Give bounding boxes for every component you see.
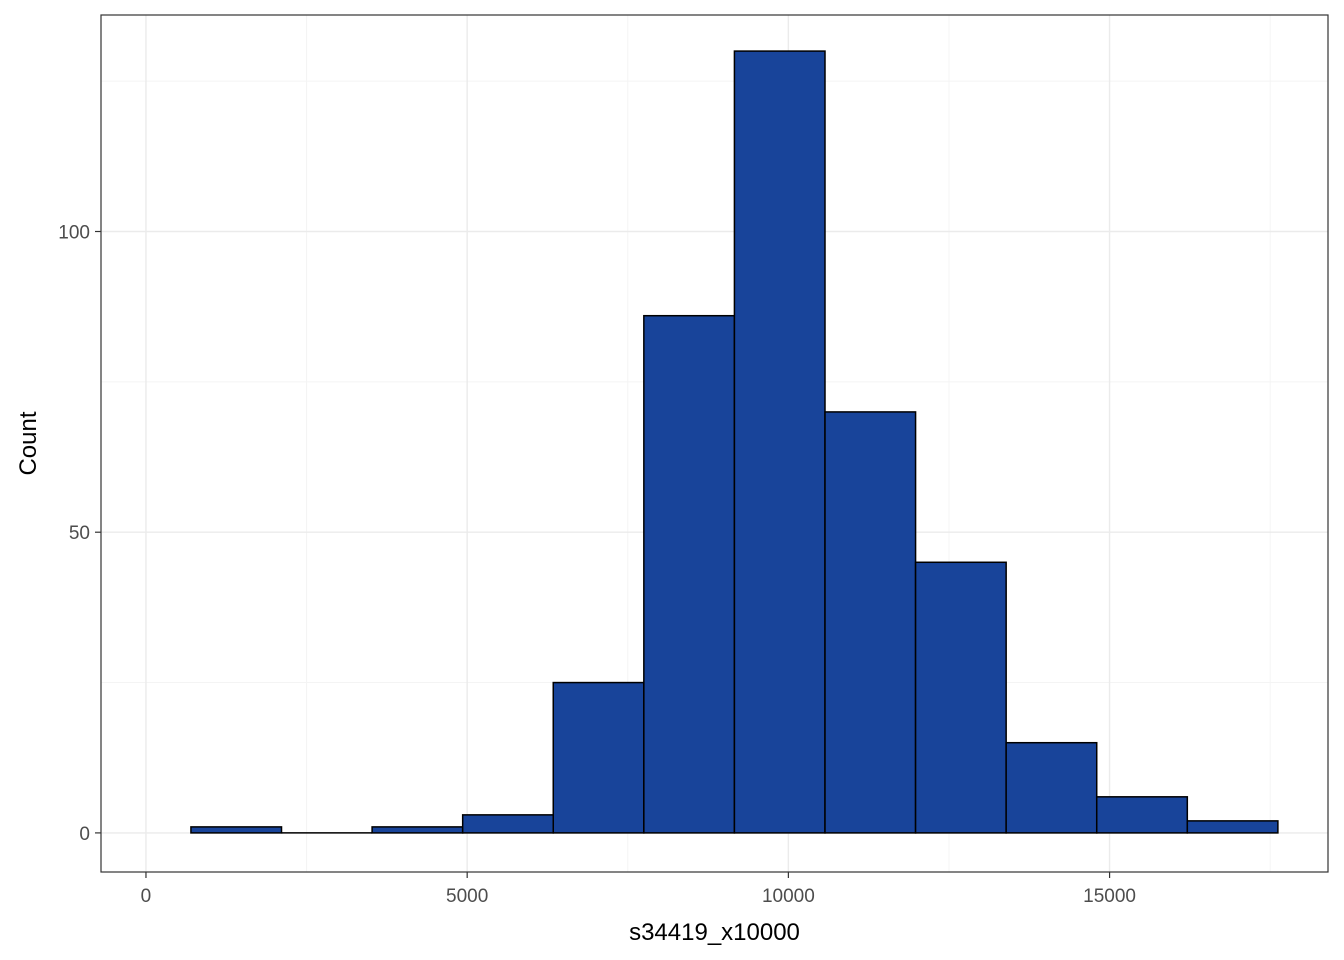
- y-axis-title: Count: [15, 411, 42, 475]
- histogram-bar-6: [733, 50, 826, 834]
- histogram-bar-5: [643, 314, 736, 834]
- x-tick-label: 10000: [762, 886, 815, 907]
- histogram-bar-3: [461, 814, 555, 834]
- x-tick-label: 15000: [1083, 886, 1136, 907]
- histogram-bar-2: [371, 826, 464, 834]
- y-tick-label: 0: [79, 824, 90, 845]
- x-tick-label: 0: [141, 886, 152, 907]
- y-axis-ticks: 0 50 100: [58, 223, 101, 845]
- x-tick-label: 5000: [446, 886, 488, 907]
- x-axis-ticks: 0 5000 10000 15000: [141, 872, 1136, 907]
- histogram-bar-4: [552, 681, 645, 834]
- histogram-bars: [190, 50, 1279, 834]
- histogram-bar-9: [1005, 741, 1098, 834]
- panel-border: [100, 14, 1329, 873]
- x-axis-title: s34419_x10000: [629, 919, 800, 946]
- y-tick-label: 100: [58, 223, 90, 244]
- histogram-bar-7: [824, 411, 917, 834]
- histogram-bar-10: [1095, 796, 1189, 834]
- y-tick-label: 50: [69, 523, 90, 544]
- histogram-bar-11: [1186, 820, 1279, 834]
- histogram-bar-0: [190, 826, 283, 834]
- histogram-bar-8: [914, 561, 1007, 834]
